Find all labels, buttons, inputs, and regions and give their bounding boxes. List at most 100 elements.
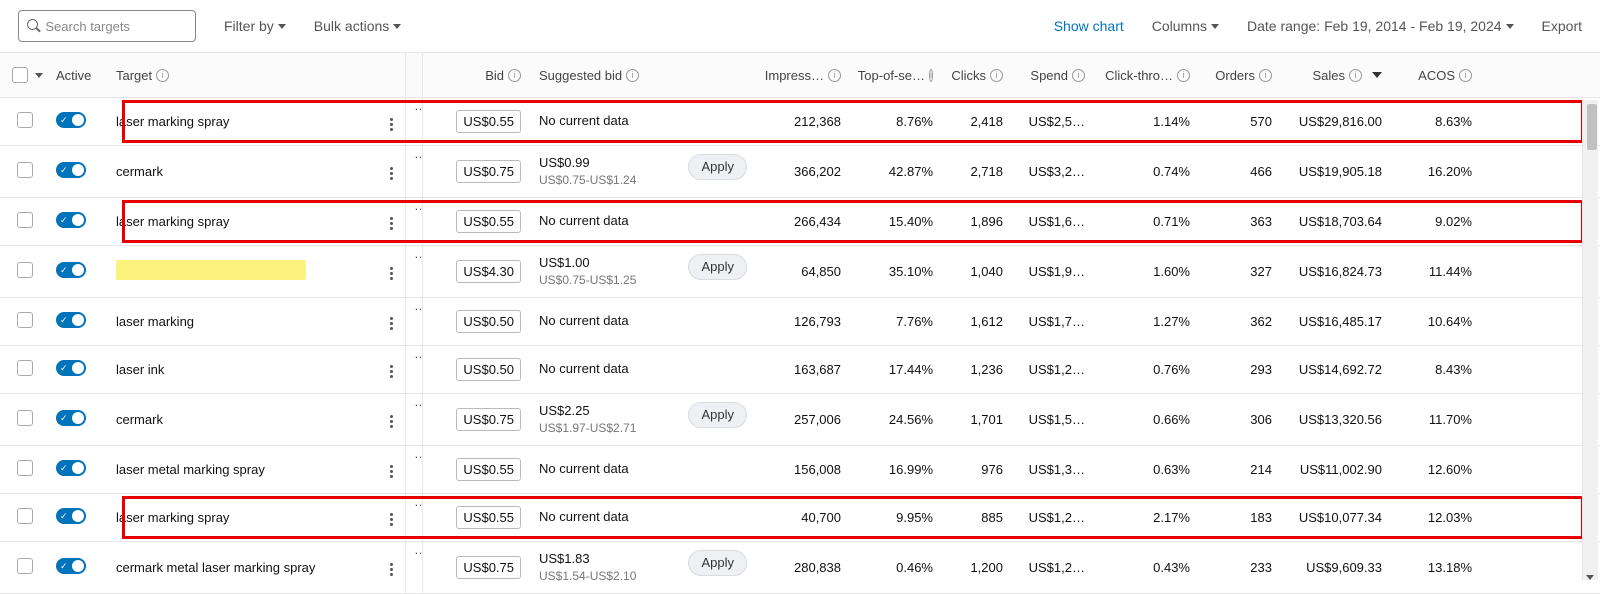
row-menu-icon[interactable] (386, 509, 397, 530)
apply-button[interactable]: Apply (688, 254, 747, 280)
select-all-checkbox[interactable] (12, 67, 28, 83)
active-toggle[interactable] (56, 558, 86, 574)
export-button[interactable]: Export (1542, 18, 1582, 34)
overflow-icon[interactable]: … (412, 394, 423, 409)
bid-input[interactable]: US$0.55 (456, 458, 521, 481)
active-toggle[interactable] (56, 162, 86, 178)
bid-input[interactable]: US$0.50 (456, 358, 521, 381)
target-name[interactable]: cermark (116, 412, 163, 427)
info-icon[interactable] (508, 69, 521, 82)
info-icon[interactable] (990, 69, 1003, 82)
info-icon[interactable] (1072, 69, 1085, 82)
target-name[interactable]: laser marking spray (116, 214, 229, 229)
info-icon[interactable] (1459, 69, 1472, 82)
active-toggle[interactable] (56, 262, 86, 278)
overflow-icon[interactable]: … (412, 542, 423, 557)
scroll-down-icon[interactable] (1586, 575, 1594, 580)
target-name[interactable]: laser metal marking spray (116, 462, 265, 477)
target-name[interactable]: laser marking (116, 314, 194, 329)
row-checkbox[interactable] (17, 360, 33, 376)
col-acos[interactable]: ACOS (1394, 68, 1484, 83)
search-box[interactable] (18, 10, 196, 42)
target-name[interactable]: laser marking spray (116, 114, 229, 129)
active-toggle[interactable] (56, 112, 86, 128)
row-checkbox[interactable] (17, 112, 33, 128)
active-toggle[interactable] (56, 508, 86, 524)
apply-button[interactable]: Apply (688, 550, 747, 576)
row-menu-icon[interactable] (386, 361, 397, 382)
bulk-actions-dropdown[interactable]: Bulk actions (314, 18, 401, 34)
overflow-icon[interactable]: … (412, 346, 423, 361)
show-chart-link[interactable]: Show chart (1054, 18, 1124, 34)
info-icon[interactable] (626, 69, 639, 82)
overflow-icon[interactable]: … (412, 146, 423, 161)
info-icon[interactable] (156, 69, 169, 82)
overflow-icon[interactable]: … (412, 98, 423, 113)
bid-input[interactable]: US$0.75 (456, 408, 521, 431)
info-icon[interactable] (1259, 69, 1272, 82)
active-toggle[interactable] (56, 312, 86, 328)
active-toggle[interactable] (56, 410, 86, 426)
row-checkbox[interactable] (17, 460, 33, 476)
col-orders[interactable]: Orders (1202, 68, 1284, 83)
scrollbar-thumb[interactable] (1587, 104, 1597, 150)
bid-input[interactable]: US$0.55 (456, 506, 521, 529)
row-checkbox[interactable] (17, 312, 33, 328)
row-menu-icon[interactable] (386, 213, 397, 234)
chevron-down-icon[interactable] (35, 73, 43, 78)
target-name[interactable]: laser ink (116, 362, 164, 377)
active-toggle[interactable] (56, 212, 86, 228)
bid-input[interactable]: US$4.30 (456, 260, 521, 283)
info-icon[interactable] (1349, 69, 1362, 82)
apply-button[interactable]: Apply (688, 402, 747, 428)
col-clicks[interactable]: Clicks (945, 68, 1015, 83)
info-icon[interactable] (929, 69, 933, 82)
col-ctr[interactable]: Click-thro… (1097, 68, 1202, 83)
row-checkbox[interactable] (17, 162, 33, 178)
scrollbar-track[interactable] (1582, 100, 1598, 580)
row-checkbox[interactable] (17, 212, 33, 228)
row-checkbox[interactable] (17, 262, 33, 278)
bid-input[interactable]: US$0.75 (456, 160, 521, 183)
col-bid[interactable]: Bid (423, 68, 533, 83)
active-toggle[interactable] (56, 360, 86, 376)
target-name[interactable]: laser marking spray (116, 510, 229, 525)
row-checkbox[interactable] (17, 410, 33, 426)
date-range-dropdown[interactable]: Date range: Feb 19, 2014 - Feb 19, 2024 (1247, 18, 1514, 34)
row-menu-icon[interactable] (386, 114, 397, 135)
row-menu-icon[interactable] (386, 163, 397, 184)
bid-input[interactable]: US$0.55 (456, 110, 521, 133)
col-tos[interactable]: Top-of-se… (853, 68, 945, 83)
overflow-icon[interactable]: … (412, 246, 423, 261)
target-name[interactable]: cermark metal laser marking spray (116, 560, 315, 575)
overflow-icon[interactable]: … (412, 446, 423, 461)
filter-by-dropdown[interactable]: Filter by (224, 18, 286, 34)
target-name[interactable]: cermark (116, 164, 163, 179)
overflow-icon[interactable]: … (412, 198, 423, 213)
bid-input[interactable]: US$0.75 (456, 556, 521, 579)
col-sales[interactable]: Sales (1284, 68, 1394, 83)
col-active[interactable]: Active (50, 68, 110, 83)
bid-input[interactable]: US$0.55 (456, 210, 521, 233)
col-spend[interactable]: Spend (1015, 68, 1097, 83)
columns-dropdown[interactable]: Columns (1152, 18, 1219, 34)
row-menu-icon[interactable] (386, 559, 397, 580)
col-suggested[interactable]: Suggested bid (533, 68, 753, 83)
row-menu-icon[interactable] (386, 263, 397, 284)
search-input[interactable] (45, 19, 187, 34)
active-toggle[interactable] (56, 460, 86, 476)
row-menu-icon[interactable] (386, 313, 397, 334)
suggested-bid: No current data (539, 360, 629, 378)
col-impressions[interactable]: Impress… (753, 68, 853, 83)
overflow-icon[interactable]: … (412, 298, 423, 313)
bid-input[interactable]: US$0.50 (456, 310, 521, 333)
overflow-icon[interactable]: … (412, 494, 423, 509)
row-checkbox[interactable] (17, 508, 33, 524)
row-menu-icon[interactable] (386, 461, 397, 482)
apply-button[interactable]: Apply (688, 154, 747, 180)
row-menu-icon[interactable] (386, 411, 397, 432)
col-target[interactable]: Target (110, 68, 380, 83)
info-icon[interactable] (828, 69, 841, 82)
info-icon[interactable] (1177, 69, 1190, 82)
row-checkbox[interactable] (17, 558, 33, 574)
